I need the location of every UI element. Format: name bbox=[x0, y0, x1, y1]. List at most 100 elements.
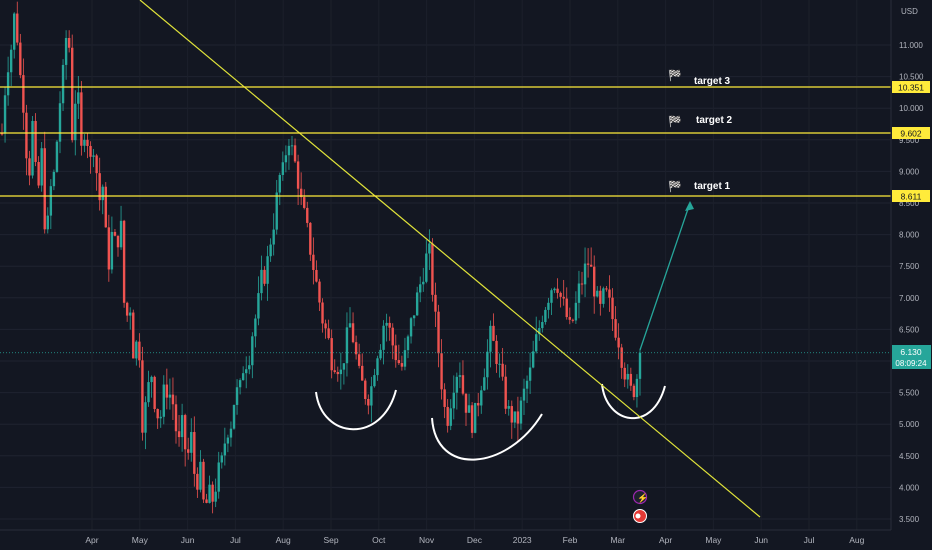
price-tick-label: 9.500 bbox=[899, 136, 920, 145]
time-tick-label: Sep bbox=[323, 535, 338, 545]
candle-body bbox=[116, 235, 120, 248]
candle-body bbox=[214, 491, 217, 502]
bar-countdown: 08:09:24 bbox=[895, 359, 927, 368]
candle-body bbox=[486, 351, 489, 378]
candle-body bbox=[278, 174, 281, 193]
target-3-marker[interactable]: 🏁 target 3 bbox=[668, 69, 731, 87]
candle-body bbox=[284, 155, 288, 163]
target-1-marker[interactable]: 🏁 target 1 bbox=[668, 180, 731, 193]
candle-body bbox=[559, 292, 562, 297]
candle-body bbox=[174, 404, 178, 432]
candle-body bbox=[449, 408, 452, 426]
candle-body bbox=[153, 376, 156, 409]
candle-body bbox=[467, 405, 471, 413]
target-2-marker[interactable]: 🏁 target 2 bbox=[668, 115, 733, 128]
target-1-label: target 1 bbox=[694, 181, 731, 192]
candle-body bbox=[290, 145, 294, 147]
candle-body bbox=[623, 367, 626, 380]
candle-body bbox=[406, 336, 410, 351]
candle-body bbox=[361, 365, 364, 381]
candle-body bbox=[611, 297, 614, 320]
candle-body bbox=[345, 327, 349, 364]
price-scale[interactable]: USD 11.000 10.500 10.000 9.500 9.000 8.500 8.0… bbox=[890, 0, 932, 530]
candle-body bbox=[562, 296, 565, 299]
candle-body bbox=[354, 342, 358, 355]
time-tick-label: Jul bbox=[804, 535, 815, 545]
level-badge-3-text: 10.351 bbox=[898, 83, 924, 93]
event-markers[interactable]: ⚡ bbox=[632, 489, 649, 523]
candle-body bbox=[632, 385, 636, 398]
candle-body bbox=[446, 406, 449, 426]
candle-body bbox=[443, 389, 446, 407]
candle-body bbox=[202, 461, 205, 500]
last-price-value: 6.130 bbox=[900, 347, 922, 357]
candle-body bbox=[638, 352, 642, 379]
candle-body bbox=[150, 376, 153, 383]
candle-body bbox=[461, 375, 465, 394]
candle-body bbox=[299, 188, 303, 198]
candle-body bbox=[25, 112, 28, 159]
candle-body bbox=[370, 386, 373, 406]
candle-body bbox=[254, 318, 257, 337]
time-tick-label: May bbox=[705, 535, 722, 545]
candle-body bbox=[522, 388, 526, 401]
candle-body bbox=[309, 222, 312, 255]
candle-body bbox=[0, 133, 4, 135]
candle-body bbox=[593, 266, 596, 297]
projection-arrow bbox=[639, 201, 694, 351]
candle-body bbox=[596, 290, 599, 297]
candle-body bbox=[412, 315, 416, 319]
lightning-icon[interactable] bbox=[632, 489, 648, 505]
time-tick-label: Jul bbox=[230, 535, 241, 545]
candle-body bbox=[425, 253, 428, 282]
candle-body bbox=[86, 139, 89, 146]
candle-body bbox=[46, 215, 49, 230]
candle-body bbox=[98, 173, 101, 201]
candle-body bbox=[3, 95, 7, 134]
candle-body bbox=[217, 462, 220, 492]
candle-body bbox=[473, 403, 477, 433]
candle-body bbox=[535, 334, 538, 352]
candle-body bbox=[409, 318, 413, 337]
time-scale[interactable]: Apr May Jun Jul Aug Sep Oct Nov Dec 2023 Feb Mar Apr… bbox=[0, 529, 891, 545]
candle-body bbox=[330, 338, 333, 371]
candle-body bbox=[205, 499, 208, 503]
candle-body bbox=[58, 103, 62, 142]
candle-body bbox=[196, 473, 199, 490]
svg-text:⚡: ⚡ bbox=[637, 492, 648, 504]
candle-body bbox=[635, 378, 639, 398]
candle-body bbox=[229, 428, 233, 438]
candle-body bbox=[92, 155, 95, 157]
candle-body bbox=[141, 360, 144, 433]
candle-body bbox=[583, 263, 587, 285]
candle-body bbox=[132, 312, 135, 359]
candle-body bbox=[480, 390, 483, 406]
candle-body bbox=[187, 449, 190, 453]
candle-body bbox=[135, 341, 138, 359]
last-price-badge bbox=[892, 345, 931, 369]
candle-body bbox=[589, 264, 593, 267]
candle-body bbox=[327, 328, 330, 339]
grid bbox=[0, 44, 891, 520]
candle-body bbox=[525, 380, 529, 389]
candle-body bbox=[263, 269, 266, 284]
candle-body bbox=[235, 387, 239, 405]
candle-body bbox=[538, 328, 541, 335]
candle-body bbox=[122, 220, 126, 303]
candle-body bbox=[455, 376, 459, 393]
candle-body bbox=[71, 47, 74, 141]
time-tick-label: Aug bbox=[276, 535, 291, 545]
candle-body bbox=[19, 42, 22, 76]
candle-body bbox=[77, 92, 80, 104]
candle-body bbox=[571, 319, 575, 321]
time-tick-labels: Apr May Jun Jul Aug Sep Oct Nov Dec 2023 Feb Mar Apr… bbox=[85, 535, 864, 545]
candle-body bbox=[272, 229, 275, 245]
time-tick-label: Mar bbox=[610, 535, 625, 545]
candles bbox=[0, 1, 891, 514]
candle-body bbox=[400, 363, 404, 367]
candle-body bbox=[9, 49, 13, 73]
candle-body bbox=[31, 120, 34, 176]
candle-body bbox=[64, 37, 68, 65]
candle-body bbox=[565, 298, 568, 318]
